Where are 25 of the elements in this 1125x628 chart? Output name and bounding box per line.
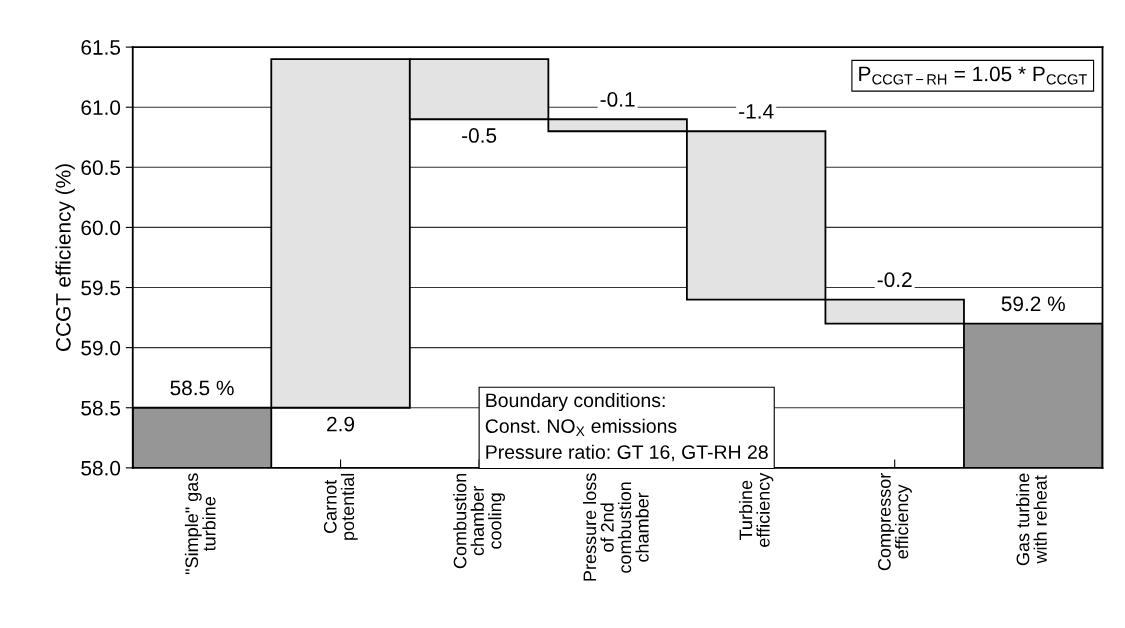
x-tick-label: Carnot potential <box>323 473 358 540</box>
y-tick-label: 61.5 <box>81 40 121 55</box>
data-label: -0.5 <box>462 128 497 143</box>
annotation: Boundary conditions: Const. NO$_{X}$ emissions Pressure ratio: GT 16, GT-RH 28 <box>485 392 768 462</box>
data-label: 58.5 % <box>170 380 234 396</box>
x-tick-label: Gas turbine with reheat <box>1016 473 1047 566</box>
x-tick-label: "Simple" gas turbine <box>184 473 216 575</box>
y-tick-label: 59.5 <box>81 280 121 296</box>
data-label: -1.4 <box>739 104 774 119</box>
y-tick-label: 58.0 <box>81 460 121 476</box>
y-axis-title: CCGT efficiency (%) <box>55 164 75 351</box>
y-tick-label: 60.0 <box>81 220 121 236</box>
data-label: 59.2 % <box>1001 296 1065 312</box>
x-tick-label: Turbine efficiency <box>739 472 774 547</box>
data-label: -0.2 <box>877 272 912 288</box>
data-label: -0.1 <box>600 92 635 107</box>
y-tick-label: 59.0 <box>81 340 121 356</box>
y-tick-label: 60.5 <box>81 160 121 176</box>
x-tick-label: Pressure loss of 2nd combustion chamber <box>582 473 649 581</box>
y-tick-label: 58.5 <box>81 400 121 416</box>
x-tick-label: Compressor efficiency <box>878 473 912 571</box>
x-tick-label: Combustion chamber cooling <box>453 473 505 569</box>
data-label: 2.9 <box>327 416 355 432</box>
annotation: P$_{CCGT−RH}$ = 1.05 * P$_{CCGT}$ <box>859 66 1087 85</box>
y-tick-label: 61.0 <box>81 100 121 115</box>
